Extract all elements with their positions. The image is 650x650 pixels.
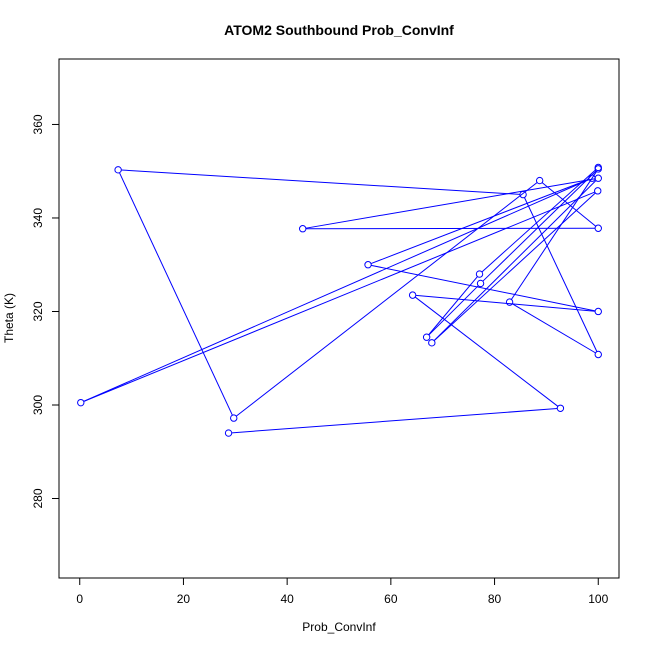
series-line-segment	[231, 408, 558, 434]
data-point	[594, 224, 602, 232]
data-point	[408, 291, 417, 299]
data-point	[594, 307, 602, 316]
x-tick-label: 80	[488, 592, 502, 606]
data-point	[505, 298, 514, 306]
series-line-segment	[510, 171, 597, 300]
y-tick-label: 320	[31, 301, 45, 321]
chart-title: ATOM2 Southbound Prob_ConvInf	[224, 22, 454, 38]
series-line-segment	[433, 192, 596, 342]
y-axis-label: Theta (K)	[2, 293, 16, 343]
data-point	[364, 261, 372, 269]
data-point	[422, 333, 431, 341]
x-axis-label: Prob_ConvInf	[302, 620, 376, 634]
data-point	[594, 187, 602, 195]
series-line-segment	[414, 296, 559, 407]
x-axis: 0 20 40 60 80 100	[76, 577, 609, 606]
series-line-segment	[371, 264, 596, 312]
series-line-segment	[83, 191, 595, 402]
data-point	[594, 350, 602, 359]
data-point	[299, 225, 307, 233]
series-layer	[77, 163, 602, 437]
series-line-segment	[83, 179, 590, 402]
data-point	[594, 163, 602, 172]
series-line-segment	[481, 169, 597, 273]
data-point	[114, 166, 122, 174]
data-point	[476, 279, 485, 288]
y-tick-label: 280	[31, 488, 45, 508]
series-line-segment	[121, 169, 520, 195]
series-line-segment	[428, 276, 478, 336]
data-point	[535, 176, 544, 185]
data-point	[556, 404, 565, 412]
series-line-segment	[541, 182, 597, 227]
y-tick-label: 360	[31, 114, 45, 134]
x-tick-label: 100	[588, 592, 608, 606]
x-tick-label: 60	[384, 592, 398, 606]
data-point	[428, 339, 436, 347]
data-point	[475, 270, 484, 278]
y-tick-label: 340	[31, 208, 45, 228]
x-tick-label: 0	[76, 592, 83, 606]
series-line-segment	[433, 180, 597, 341]
series-line-segment	[482, 170, 597, 282]
x-tick-label: 20	[177, 592, 191, 606]
data-point	[594, 174, 602, 182]
y-tick-label: 300	[31, 395, 45, 415]
y-axis: 280 300 320 340 360	[31, 114, 60, 509]
data-point	[77, 398, 85, 407]
data-point	[230, 414, 238, 422]
series-line-segment	[512, 303, 596, 354]
series-line-segment	[428, 285, 479, 336]
series-line-segment	[119, 172, 233, 416]
data-point	[224, 429, 233, 437]
series-line-segment	[370, 178, 590, 265]
data-point	[519, 190, 527, 199]
series-line-segment	[415, 294, 596, 312]
series-line-segment	[235, 182, 538, 417]
x-tick-label: 40	[280, 592, 294, 606]
